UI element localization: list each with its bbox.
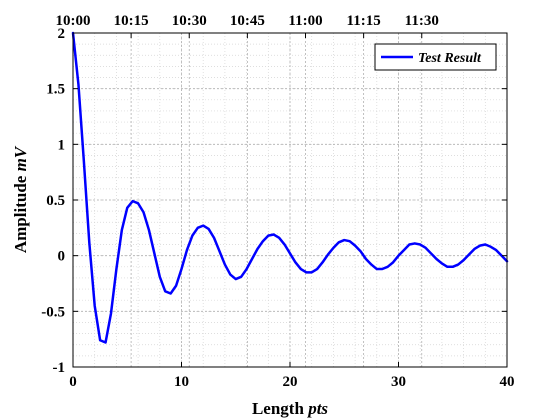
top-tick-label: 11:00 — [288, 13, 322, 29]
y-tick-label: -1 — [53, 360, 66, 376]
y-tick-label: 1 — [58, 137, 66, 153]
x-axis-label-unit: pts — [306, 399, 328, 418]
top-tick-label: 10:30 — [172, 13, 207, 29]
axis-ticks — [72, 32, 508, 368]
x-axis-label: Length pts — [252, 399, 328, 418]
y-axis-label-text: Amplitude — [11, 175, 30, 253]
x-tick-label: 0 — [69, 374, 77, 390]
y-tick-label: 1.5 — [46, 82, 65, 98]
x-tick-label: 30 — [391, 374, 406, 390]
x-axis-label-text: Length — [252, 399, 305, 418]
series-layer — [71, 31, 509, 344]
top-tick-label: 11:30 — [405, 13, 439, 29]
top-tick-label: 11:15 — [347, 13, 381, 29]
x-tick-label: 10 — [174, 374, 189, 390]
y-tick-label: -0.5 — [41, 304, 65, 320]
y-tick-label: 0.5 — [46, 193, 65, 209]
top-tick-label: 10:45 — [230, 13, 265, 29]
legend: Test Result — [374, 43, 497, 71]
y-tick-label: 0 — [58, 249, 66, 265]
x-tick-label: 20 — [283, 374, 298, 390]
y-tick-label: 2 — [58, 26, 66, 42]
y-axis-label: Amplitude mV — [11, 145, 30, 253]
legend-label-test-result: Test Result — [418, 51, 482, 66]
y-axis-label-unit: mV — [11, 145, 30, 171]
x-tick-label: 40 — [500, 374, 515, 390]
series-line-0 — [71, 31, 509, 344]
top-tick-label: 10:00 — [56, 13, 91, 29]
top-tick-label: 10:15 — [114, 13, 149, 29]
